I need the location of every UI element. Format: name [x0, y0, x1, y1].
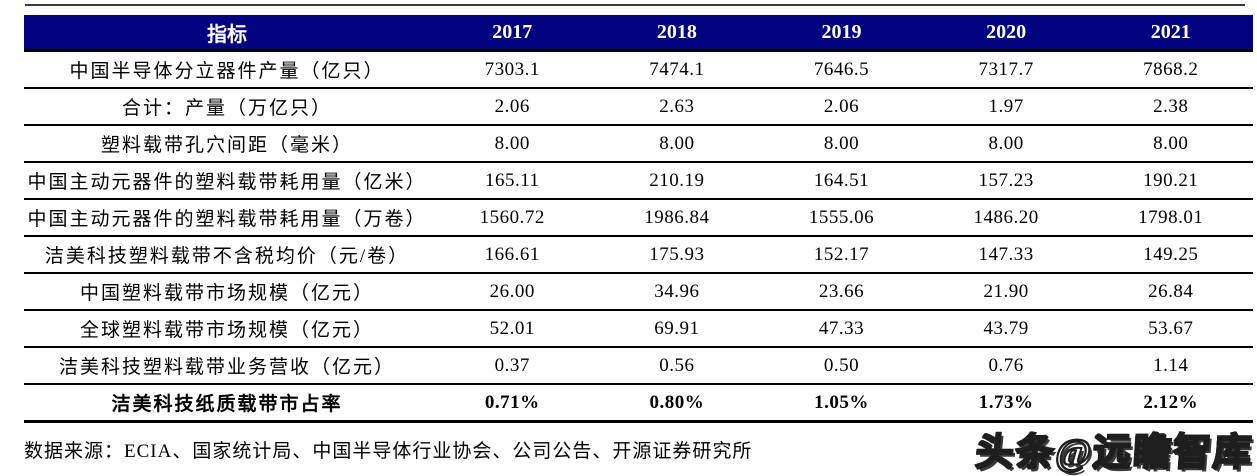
cell-value: 147.33 — [923, 236, 1089, 274]
cell-value: 23.66 — [759, 273, 924, 311]
row-label: 中国主动元器件的塑料载带耗用量（亿米） — [24, 162, 430, 200]
cell-value: 2.06 — [759, 88, 924, 126]
cell-value: 2.06 — [430, 88, 595, 126]
cell-value: 1798.01 — [1088, 199, 1253, 237]
cell-value: 8.00 — [594, 125, 760, 163]
row-label: 洁美科技塑料载带不含税均价（元/卷） — [24, 236, 430, 274]
cell-value: 1986.84 — [594, 199, 760, 237]
cell-value: 8.00 — [1088, 125, 1253, 163]
cell-value: 149.25 — [1088, 236, 1253, 274]
cell-value: 7317.7 — [923, 50, 1089, 89]
cell-value: 210.19 — [594, 162, 760, 200]
cell-value: 52.01 — [430, 310, 595, 348]
table-row: 中国主动元器件的塑料载带耗用量（万卷） 1560.72 1986.84 1555… — [24, 199, 1253, 237]
table-header-row: 指标 2017 2018 2019 2020 2021 — [24, 15, 1253, 52]
cell-value: 47.33 — [759, 310, 924, 348]
cell-value: 7474.1 — [594, 50, 760, 89]
row-label: 洁美科技纸质载带市占率 — [24, 384, 430, 423]
cell-value: 1.97 — [923, 88, 1089, 126]
cell-value: 0.50 — [759, 347, 924, 385]
cell-value: 21.90 — [923, 273, 1089, 311]
header-year-2018: 2018 — [594, 15, 760, 52]
cell-value: 165.11 — [430, 162, 595, 200]
cell-value: 1.05% — [759, 384, 924, 423]
cell-value: 7868.2 — [1088, 50, 1253, 89]
cell-value: 26.84 — [1088, 273, 1253, 311]
cell-value: 43.79 — [923, 310, 1089, 348]
table-row: 洁美科技塑料载带业务营收（亿元） 0.37 0.56 0.50 0.76 1.1… — [24, 347, 1253, 385]
cell-value: 1555.06 — [759, 199, 924, 237]
cell-value: 7646.5 — [759, 50, 924, 89]
cell-value: 1560.72 — [430, 199, 595, 237]
header-year-2020: 2020 — [923, 15, 1089, 52]
cell-value: 0.76 — [923, 347, 1089, 385]
row-label: 中国塑料载带市场规模（亿元） — [24, 273, 430, 311]
row-label: 中国半导体分立器件产量（亿只） — [24, 50, 430, 89]
table-row: 中国半导体分立器件产量（亿只） 7303.1 7474.1 7646.5 731… — [24, 50, 1253, 89]
cell-value: 1.73% — [923, 384, 1089, 423]
top-divider-rule — [25, 4, 1245, 6]
cell-value: 0.37 — [430, 347, 595, 385]
cell-value: 175.93 — [594, 236, 760, 274]
row-label: 塑料载带孔穴间距（毫米） — [24, 125, 430, 163]
cell-value: 166.61 — [430, 236, 595, 274]
cell-value: 2.38 — [1088, 88, 1253, 126]
cell-value: 0.80% — [594, 384, 760, 423]
data-source-note: 数据来源：ECIA、国家统计局、中国半导体行业协会、公司公告、开源证券研究所 — [24, 441, 753, 462]
cell-value: 69.91 — [594, 310, 760, 348]
cell-value: 152.17 — [759, 236, 924, 274]
cell-value: 8.00 — [430, 125, 595, 163]
table-row: 塑料载带孔穴间距（毫米） 8.00 8.00 8.00 8.00 8.00 — [24, 125, 1253, 163]
header-indicator: 指标 — [24, 15, 430, 52]
table-row: 中国主动元器件的塑料载带耗用量（亿米） 165.11 210.19 164.51… — [24, 162, 1253, 200]
cell-value: 53.67 — [1088, 310, 1253, 348]
cell-value: 1.14 — [1088, 347, 1253, 385]
row-label: 中国主动元器件的塑料载带耗用量（万卷） — [24, 199, 430, 237]
row-label: 洁美科技塑料载带业务营收（亿元） — [24, 347, 430, 385]
cell-value: 1486.20 — [923, 199, 1089, 237]
cell-value: 157.23 — [923, 162, 1089, 200]
table-row: 洁美科技塑料载带不含税均价（元/卷） 166.61 175.93 152.17 … — [24, 236, 1253, 274]
header-year-2021: 2021 — [1088, 15, 1253, 52]
cell-value: 2.63 — [594, 88, 760, 126]
cell-value: 190.21 — [1088, 162, 1253, 200]
header-year-2017: 2017 — [430, 15, 595, 52]
cell-value: 8.00 — [923, 125, 1089, 163]
cell-value: 0.56 — [594, 347, 760, 385]
cell-value: 2.12% — [1088, 384, 1253, 423]
watermark-text: 头条@远瞻智库 — [973, 431, 1255, 475]
cell-value: 0.71% — [430, 384, 595, 423]
table-row-market-share: 洁美科技纸质载带市占率 0.71% 0.80% 1.05% 1.73% 2.12… — [24, 384, 1253, 423]
cell-value: 164.51 — [759, 162, 924, 200]
cell-value: 7303.1 — [430, 50, 595, 89]
row-label: 全球塑料载带市场规模（亿元） — [24, 310, 430, 348]
row-label: 合计：产量（万亿只） — [24, 88, 430, 126]
indicator-data-table: 指标 2017 2018 2019 2020 2021 中国半导体分立器件产量（… — [24, 15, 1253, 423]
header-year-2019: 2019 — [759, 15, 924, 52]
table-row: 合计：产量（万亿只） 2.06 2.63 2.06 1.97 2.38 — [24, 88, 1253, 126]
table-row: 全球塑料载带市场规模（亿元） 52.01 69.91 47.33 43.79 5… — [24, 310, 1253, 348]
table-row: 中国塑料载带市场规模（亿元） 26.00 34.96 23.66 21.90 2… — [24, 273, 1253, 311]
cell-value: 34.96 — [594, 273, 760, 311]
cell-value: 8.00 — [759, 125, 924, 163]
cell-value: 26.00 — [430, 273, 595, 311]
